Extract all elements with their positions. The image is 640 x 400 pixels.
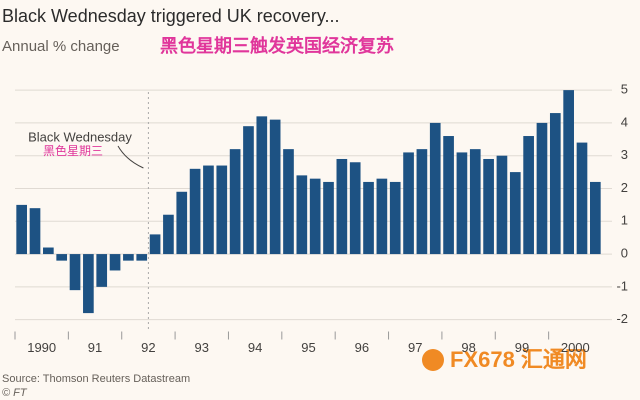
bar [269,119,281,255]
x-tick-label: 95 [301,340,315,355]
bar [309,178,321,255]
bar [123,254,134,261]
source: Source: Thomson Reuters Datastream [2,373,190,385]
bar [56,254,68,261]
bar [469,149,481,255]
y-tick-label: -1 [616,278,628,293]
overlay-title: 黑色星期三触发英国经济复苏 [160,35,394,56]
bar [456,152,468,255]
bar [416,149,428,255]
bar [16,204,28,255]
y-tick-label: 1 [621,213,628,228]
bar [389,181,401,255]
annotation: Black Wednesday [28,129,132,144]
credit: © FT [2,387,28,399]
y-tick-label: -2 [616,311,628,326]
bar [176,191,188,255]
bar [403,152,414,255]
y-tick-label: 2 [621,180,628,195]
bar [43,247,54,255]
bar [483,158,494,255]
bar [243,126,254,255]
bar [323,181,334,255]
y-tick-label: 5 [621,82,628,97]
bar [589,181,601,255]
bar [549,113,561,255]
x-tick-label: 94 [248,340,262,355]
bar [363,181,374,255]
logo-icon [422,349,444,371]
bar [69,254,81,291]
x-tick-label: 92 [141,340,155,355]
bar [229,149,241,255]
x-tick-label: 97 [408,340,422,355]
bar [189,168,201,255]
bar [29,208,41,255]
y-tick-label: 0 [621,246,628,261]
bar [216,165,228,255]
bar [349,162,361,255]
bar [523,136,534,255]
x-tick-label: 96 [355,340,369,355]
bar [203,165,214,255]
chart-title: Black Wednesday triggered UK recovery... [2,6,339,26]
bar [536,122,548,255]
bar [443,136,454,255]
bar [576,142,588,255]
x-tick-label: 91 [88,340,102,355]
bar [509,172,521,255]
x-tick-label: 99 [515,340,529,355]
x-tick-label: 93 [195,340,209,355]
bar [296,175,308,255]
x-tick-label: 2000 [561,340,590,355]
annotation-arrow [117,145,144,169]
bar [496,155,508,255]
bar [136,254,148,261]
y-tick-label: 4 [621,114,628,129]
bar [83,254,94,314]
x-tick-label: 1990 [27,340,56,355]
bar [256,116,268,255]
bar [149,234,161,255]
bar [429,122,441,255]
bar [563,90,574,255]
bar [376,178,388,255]
annotation-cn: 黑色星期三 [43,144,103,158]
bar [96,254,108,287]
bar [163,214,174,255]
bar [336,158,348,255]
bar [283,149,294,255]
y-tick-label: 3 [621,147,628,162]
chart-subtitle: Annual % change [2,38,120,55]
x-tick-label: 98 [461,340,475,355]
bar [109,254,121,271]
watermark-logo: FX678 汇通网 [450,347,587,372]
